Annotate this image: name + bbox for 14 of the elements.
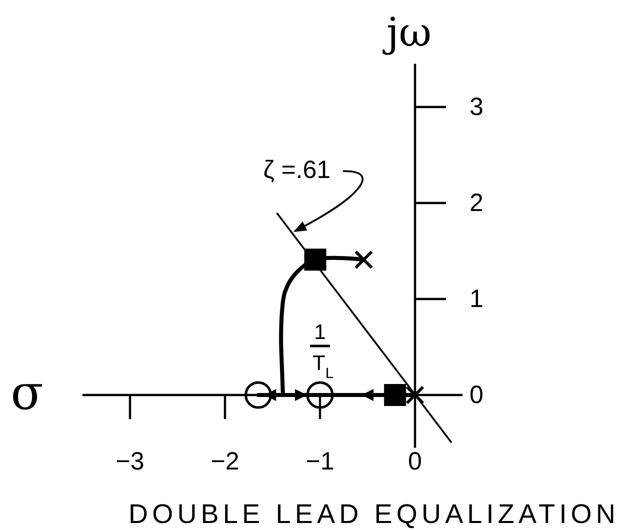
text: DOUBLE LEAD EQUALIZATION xyxy=(128,499,620,529)
x-tick-label: −3 xyxy=(116,448,144,476)
y-axis-title: jω xyxy=(382,10,432,56)
x-tick-label: −2 xyxy=(210,448,240,476)
x-tick-label: 0 xyxy=(408,448,422,476)
x-tick-label: −1 xyxy=(306,448,334,476)
x-axis-title: σ xyxy=(10,365,44,421)
series-label: ζ =.61 xyxy=(263,156,331,184)
y-tick-label: 3 xyxy=(470,93,484,121)
y-tick-label: 2 xyxy=(470,189,484,217)
annotation: 1 xyxy=(314,321,326,344)
annotation: T$_{L}$ xyxy=(312,352,334,382)
y-tick-label: 1 xyxy=(470,285,484,313)
y-tick-label: 0 xyxy=(470,381,484,409)
